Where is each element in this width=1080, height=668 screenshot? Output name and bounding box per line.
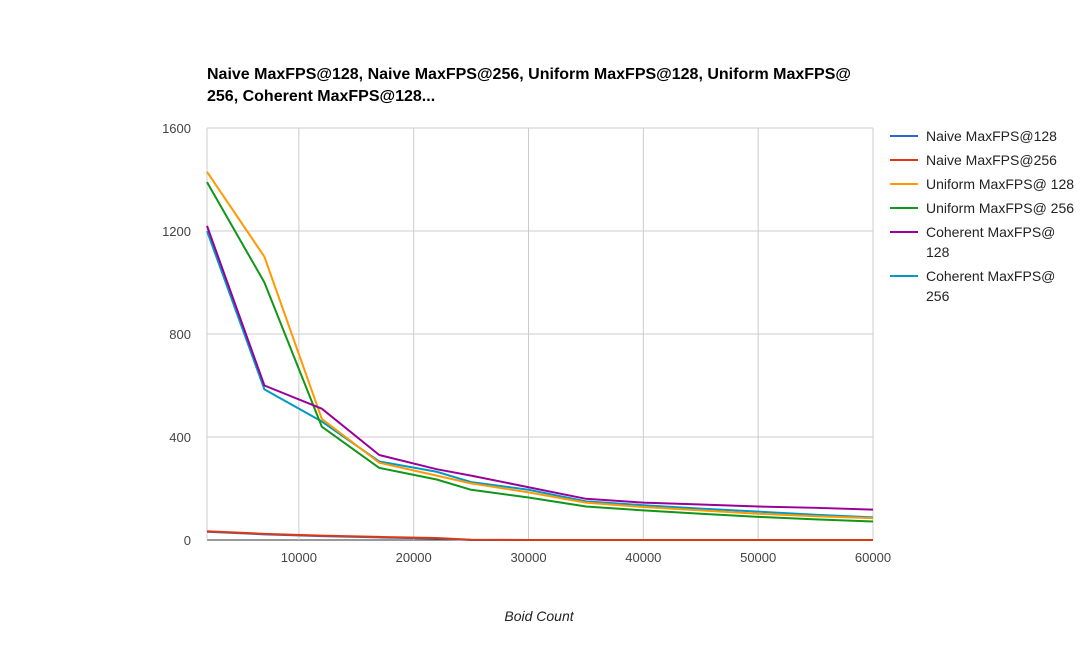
y-tick-label: 1600 (162, 121, 191, 136)
y-axis-tick-labels: 0 400 800 1200 1600 (162, 121, 191, 548)
chart-title: Naive MaxFPS@128, Naive MaxFPS@256, Unif… (207, 66, 851, 105)
x-tick-label: 10000 (281, 550, 317, 565)
series-line-6 (206, 230, 874, 519)
legend-label: Naive MaxFPS@256 (926, 152, 1057, 168)
legend-item[interactable]: Uniform MaxFPS@ 128 (890, 174, 1075, 194)
legend-label: Coherent MaxFPS@ 256 (926, 268, 1056, 304)
y-tick-label: 0 (184, 533, 191, 548)
series-line-5 (206, 225, 874, 511)
x-tick-label: 30000 (510, 550, 546, 565)
legend-label: Uniform MaxFPS@ 256 (926, 200, 1075, 216)
x-tick-label: 40000 (625, 550, 661, 565)
x-tick-label: 60000 (855, 550, 891, 565)
legend-item[interactable]: Coherent MaxFPS@ 128 (890, 222, 1075, 262)
series-line-3 (206, 171, 874, 520)
legend-swatch (890, 207, 918, 209)
x-tick-label: 50000 (740, 550, 776, 565)
legend-swatch (890, 275, 918, 277)
legend-label: Uniform MaxFPS@ 128 (926, 176, 1075, 192)
legend-swatch (890, 135, 918, 137)
legend: Naive MaxFPS@128 Naive MaxFPS@256 Uniform … (890, 126, 1075, 310)
legend-swatch (890, 231, 918, 233)
x-tick-label: 20000 (396, 550, 432, 565)
legend-item[interactable]: Coherent MaxFPS@ 256 (890, 266, 1075, 306)
x-axis-tick-labels: 10000 20000 30000 40000 50000 60000 (281, 550, 891, 565)
legend-item[interactable]: Naive MaxFPS@128 (890, 126, 1075, 146)
legend-item[interactable]: Naive MaxFPS@256 (890, 150, 1075, 170)
series-line-4 (206, 181, 874, 523)
legend-swatch (890, 159, 918, 161)
legend-item[interactable]: Uniform MaxFPS@ 256 (890, 198, 1075, 218)
y-tick-label: 400 (169, 430, 191, 445)
series-line-2 (206, 530, 873, 541)
x-axis-label: Boid Count (504, 608, 574, 624)
legend-swatch (890, 183, 918, 185)
series-lines (206, 171, 874, 541)
y-tick-label: 800 (169, 327, 191, 342)
legend-label: Naive MaxFPS@128 (926, 128, 1057, 144)
grid-lines (206, 127, 874, 541)
legend-label: Coherent MaxFPS@ 128 (926, 224, 1056, 260)
y-tick-label: 1200 (162, 224, 191, 239)
